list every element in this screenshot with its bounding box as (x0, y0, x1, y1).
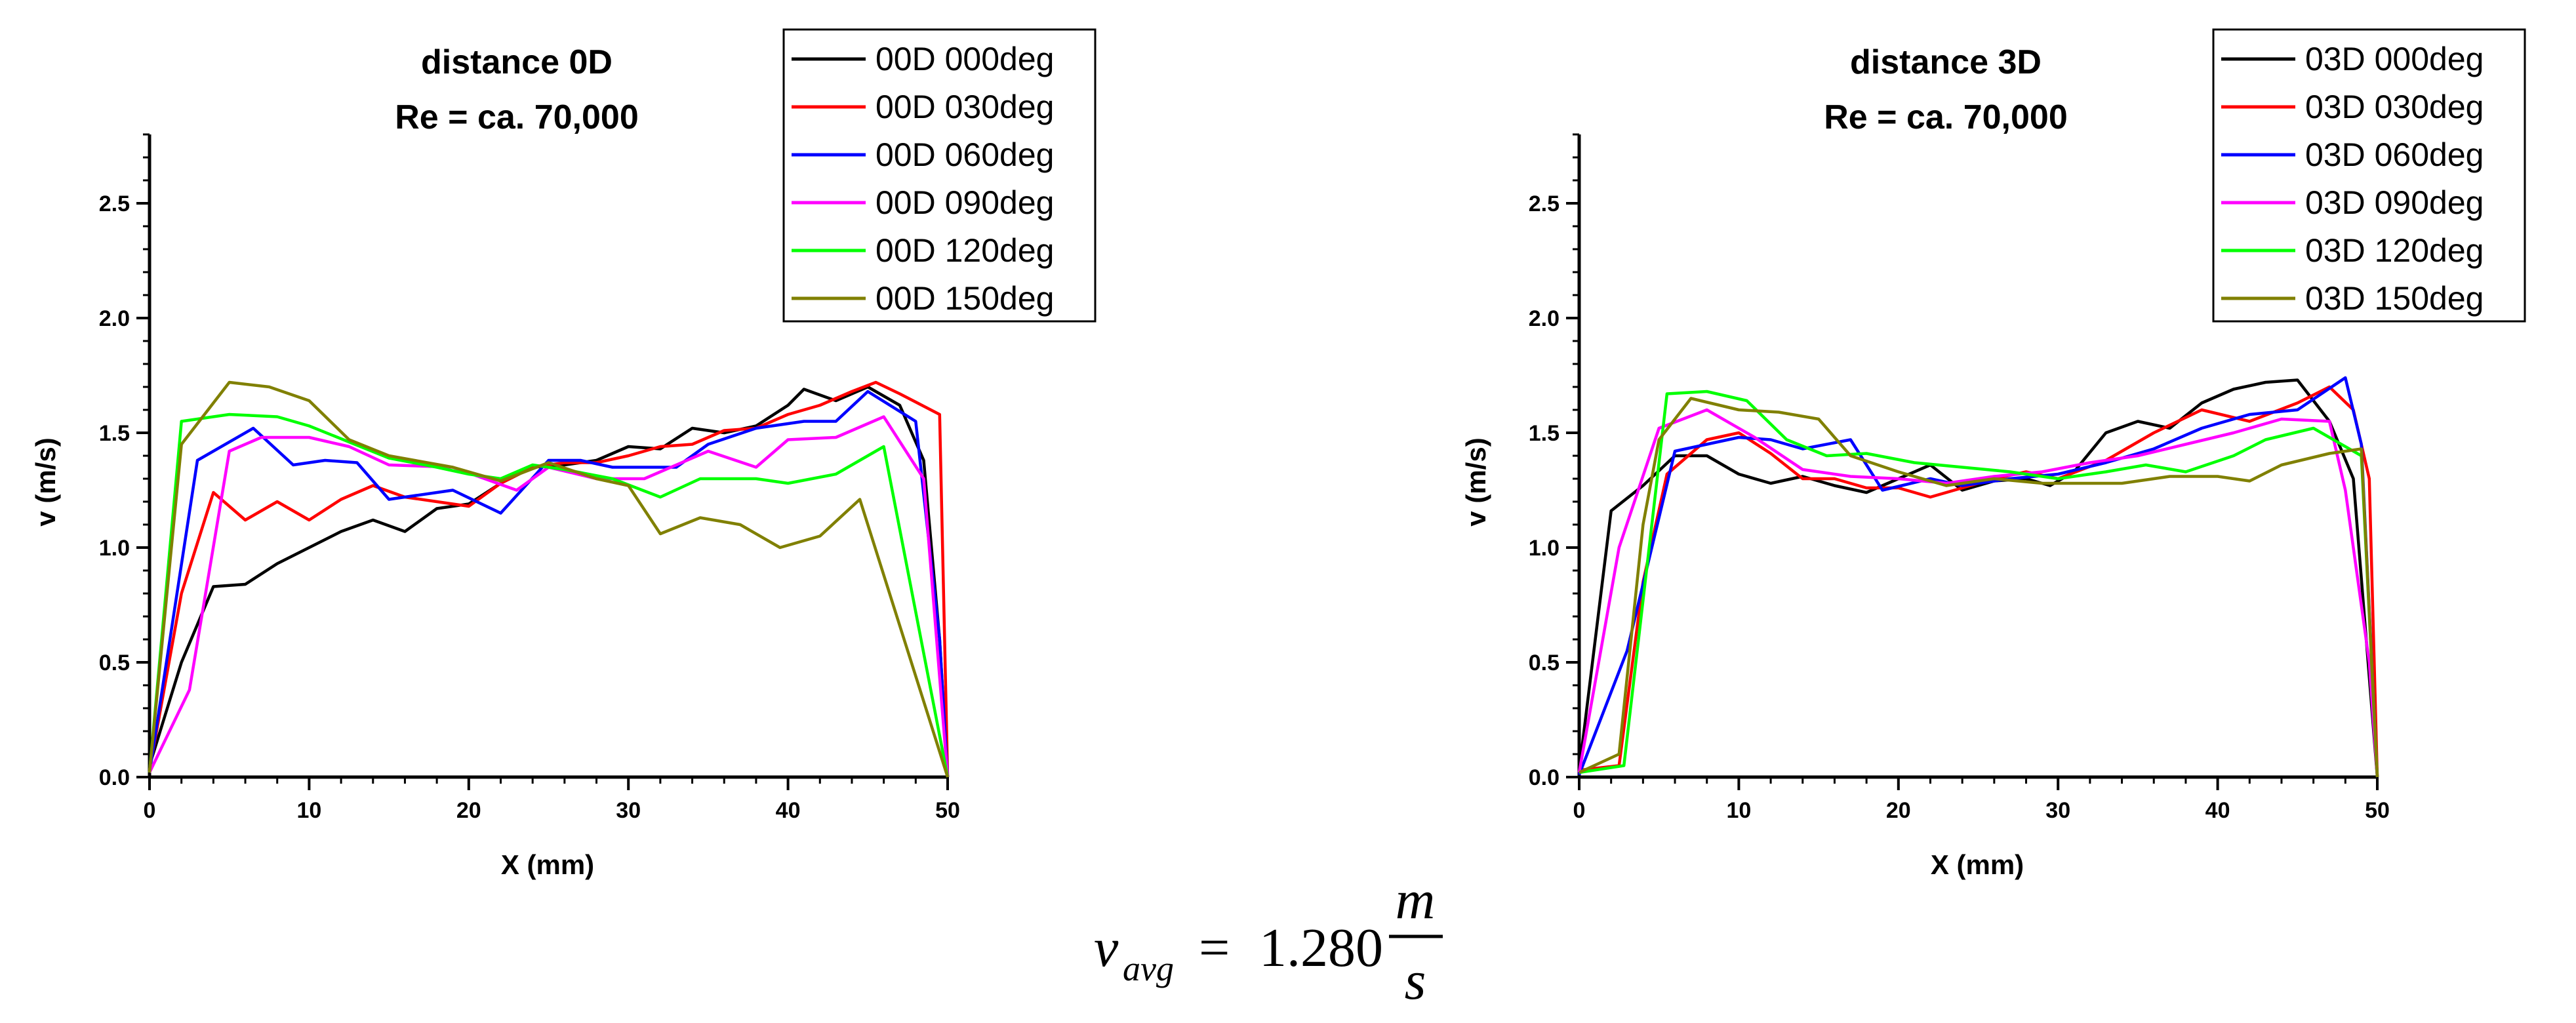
y-tick-label: 2.5 (1529, 191, 1560, 216)
series-line (1579, 397, 2379, 778)
x-tick-label: 10 (1726, 798, 1751, 823)
equation-value: 1.280 (1259, 917, 1383, 978)
legend-entry: 00D 030deg (875, 89, 1054, 125)
x-tick-label: 0 (1573, 798, 1586, 823)
series-line (148, 390, 950, 778)
x-tick-label: 40 (776, 798, 801, 823)
legend-entry: 03D 000deg (2305, 41, 2484, 77)
series-line (1577, 408, 2379, 778)
legend-entry: 00D 000deg (875, 41, 1054, 77)
legend-entry: 03D 060deg (2305, 136, 2484, 173)
chart-right: distance 3D Re = ca. 70,000 0 10 20 30 40 500… (1460, 28, 2526, 880)
legend: 00D 000deg 00D 030deg 00D 060deg 00D 090deg… (782, 28, 1097, 323)
x-tick-label: 30 (2045, 798, 2070, 823)
x-tick-label: 50 (2365, 798, 2390, 823)
y-tick-label: 0.0 (1529, 765, 1560, 790)
equation-equals: = (1199, 917, 1230, 978)
legend-box (2212, 28, 2526, 323)
equation-subscript: avg (1123, 949, 1174, 988)
legend-entry: 03D 030deg (2305, 89, 2484, 125)
average-velocity-equation: v avg = 1.280 m s (1094, 870, 1443, 1011)
equation-variable: v (1094, 917, 1119, 978)
legend-entry: 03D 120deg (2305, 232, 2484, 269)
series-line (148, 380, 950, 778)
y-tick-label: 2.0 (1529, 306, 1560, 331)
y-tick-label: 1.5 (99, 421, 130, 446)
y-tick-label: 2.5 (99, 191, 130, 216)
series-line (148, 415, 950, 778)
x-tick-label: 10 (296, 798, 321, 823)
y-tick-label: 1.0 (1529, 536, 1560, 561)
series-line (1577, 376, 2379, 778)
legend-entry: 03D 150deg (2305, 280, 2484, 317)
legend-entry: 00D 150deg (875, 280, 1054, 317)
y-tick-label: 2.0 (99, 306, 130, 331)
y-tick-label: 0.0 (99, 765, 130, 790)
x-tick-label: 40 (2205, 798, 2230, 823)
y-axis-label: v (m/s) (30, 437, 61, 526)
x-tick-label: 20 (1886, 798, 1911, 823)
x-tick-label: 20 (456, 798, 481, 823)
chart-subtitle: Re = ca. 70,000 (395, 98, 639, 136)
x-tick-label: 0 (144, 798, 156, 823)
series-line (148, 385, 950, 778)
series-line (1579, 385, 2379, 778)
legend-entry: 00D 060deg (875, 136, 1054, 173)
legend-box (782, 28, 1097, 323)
legend-entry: 00D 090deg (875, 184, 1054, 221)
chart-title: distance 3D (1850, 43, 2042, 81)
equation-unit-numerator: m (1396, 870, 1436, 931)
y-tick-label: 0.5 (99, 651, 130, 675)
series-line (1577, 378, 2379, 778)
y-axis-label: v (m/s) (1460, 437, 1491, 526)
x-tick-label: 50 (935, 798, 960, 823)
legend: 03D 000deg 03D 030deg 03D 060deg 03D 090deg… (2212, 28, 2526, 323)
x-axis-label: X (mm) (1931, 849, 2024, 880)
plot-area: 0 10 20 30 40 50 0.0 0.5 1.0 1.5 2.0 2.5 (1529, 133, 2390, 823)
equation-unit-denominator: s (1405, 950, 1426, 1011)
y-tick-label: 1.5 (1529, 421, 1560, 446)
y-tick-label: 1.0 (99, 536, 130, 561)
series-line (148, 380, 950, 778)
legend-entry: 03D 090deg (2305, 184, 2484, 221)
chart-left: distance 0D Re = ca. 70,000 0 10 20 30 40 500… (30, 28, 1097, 880)
series-line (1579, 390, 2379, 778)
legend-entry: 00D 120deg (875, 232, 1054, 269)
plot-area: 0 10 20 30 40 50 0.0 0.5 1.0 1.5 2.0 2.5 (99, 133, 960, 823)
chart-title: distance 0D (421, 43, 613, 81)
chart-subtitle: Re = ca. 70,000 (1824, 98, 2068, 136)
x-axis-label: X (mm) (501, 849, 594, 880)
x-tick-label: 30 (616, 798, 641, 823)
y-tick-label: 0.5 (1529, 651, 1560, 675)
series-line (148, 412, 950, 778)
